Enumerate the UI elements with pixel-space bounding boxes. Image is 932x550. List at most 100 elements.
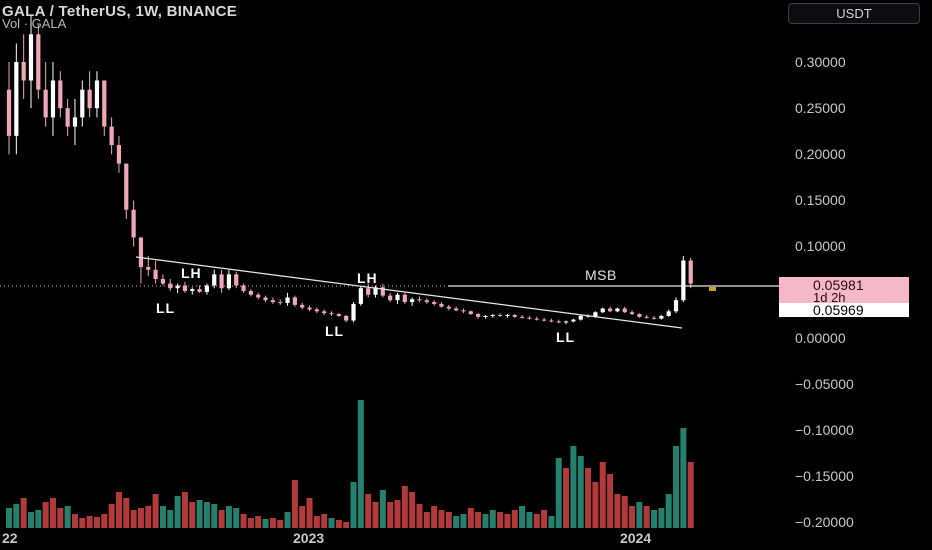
volume-bar — [548, 516, 555, 528]
candle-body — [212, 274, 217, 286]
candle-body — [241, 285, 246, 291]
candle-body — [659, 315, 664, 319]
volume-bar — [629, 506, 636, 528]
candle-body — [28, 34, 34, 81]
candle-body — [344, 315, 349, 321]
price-tick: 0.10000 — [795, 238, 846, 254]
volume-bar — [284, 512, 291, 528]
candle-body — [615, 308, 620, 312]
candle-body — [556, 321, 561, 323]
volume-bar — [101, 514, 108, 528]
volume-bar — [621, 496, 628, 528]
candle-body — [21, 62, 26, 81]
current-candle-marker — [709, 287, 716, 291]
candle-body — [417, 299, 422, 301]
candle-body — [498, 314, 503, 316]
volume-bar — [357, 400, 364, 528]
volume-bar — [291, 480, 298, 528]
last-price-badge: 0.05969 — [779, 302, 909, 318]
candle-body — [109, 126, 114, 146]
candle-body — [541, 319, 547, 321]
time-tick: 22 — [2, 530, 18, 546]
candle-body — [234, 274, 239, 286]
candle-body — [666, 311, 671, 316]
volume-bar — [555, 458, 562, 528]
volume-bar — [123, 498, 130, 528]
candle-body — [270, 300, 275, 303]
volume-bar — [6, 508, 12, 528]
candle-body — [146, 266, 151, 270]
volume-bar — [108, 504, 115, 528]
volume-bar — [328, 518, 335, 528]
volume-bar — [570, 446, 577, 528]
volume-bar — [49, 498, 56, 528]
volume-bar — [563, 468, 570, 528]
volume-bar — [27, 512, 34, 528]
volume-bar — [489, 510, 496, 528]
volume-bar — [599, 462, 606, 528]
volume-bar — [409, 492, 416, 528]
volume-bar — [651, 510, 658, 528]
volume-bar — [211, 504, 218, 528]
candlestick-series — [6, 15, 693, 325]
candle-body — [314, 309, 319, 312]
volume-bar — [277, 520, 284, 528]
volume-bar — [35, 510, 42, 528]
volume-bar — [20, 498, 27, 528]
current-price-badge: 0.05981 1d 2h — [779, 277, 909, 310]
currency-button[interactable]: USDT — [788, 3, 920, 24]
price-tick: 0.20000 — [795, 146, 846, 162]
volume-bar — [673, 446, 680, 528]
ll-label-2: LL — [325, 323, 345, 339]
volume-bar — [130, 510, 137, 528]
candle-body — [520, 316, 525, 318]
candle-body — [160, 278, 166, 284]
volume-bar — [526, 512, 533, 528]
candle-body — [424, 300, 429, 303]
lh-label-right: LH — [357, 270, 378, 286]
price-tick: 0.00000 — [795, 330, 846, 346]
volume-bar — [431, 506, 438, 528]
candle-body — [461, 310, 466, 312]
volume-bar — [614, 494, 621, 528]
candle-body — [512, 314, 517, 317]
volume-bar — [71, 514, 78, 528]
time-tick: 2023 — [293, 530, 325, 546]
volume-series — [6, 400, 694, 528]
volume-bar — [225, 506, 232, 528]
volume-bar — [137, 508, 144, 528]
volume-bar — [658, 508, 665, 528]
candle-body — [681, 260, 686, 301]
candle-body — [116, 145, 122, 164]
candle-body — [454, 308, 459, 311]
candle-body — [204, 285, 210, 292]
volume-bar — [13, 504, 20, 528]
candle-body — [65, 108, 70, 127]
candle-body — [58, 80, 63, 109]
volume-bar — [152, 494, 159, 528]
volume-bar — [306, 498, 313, 528]
volume-bar — [321, 514, 328, 528]
candle-body — [292, 297, 297, 305]
candle-body — [219, 274, 224, 289]
price-tick: 0.25000 — [795, 100, 846, 116]
volume-bar — [269, 518, 276, 528]
volume-bar — [57, 508, 64, 528]
price-tick: −0.20000 — [795, 514, 854, 530]
volume-bar — [467, 508, 474, 528]
descending-trendline[interactable] — [135, 256, 683, 329]
candle-body — [14, 62, 19, 136]
candle-body — [336, 314, 341, 316]
volume-bar — [372, 502, 379, 528]
candle-body — [571, 319, 576, 322]
volume-bar — [115, 492, 122, 528]
volume-bar — [482, 514, 489, 528]
price-tick: −0.05000 — [795, 376, 854, 392]
volume-bar — [189, 502, 196, 528]
volume-bar — [299, 506, 306, 528]
current-price-value: 0.05981 — [813, 277, 864, 293]
price-tick: 0.30000 — [795, 54, 846, 70]
volume-bar — [665, 494, 672, 528]
volume-bar — [460, 514, 467, 528]
